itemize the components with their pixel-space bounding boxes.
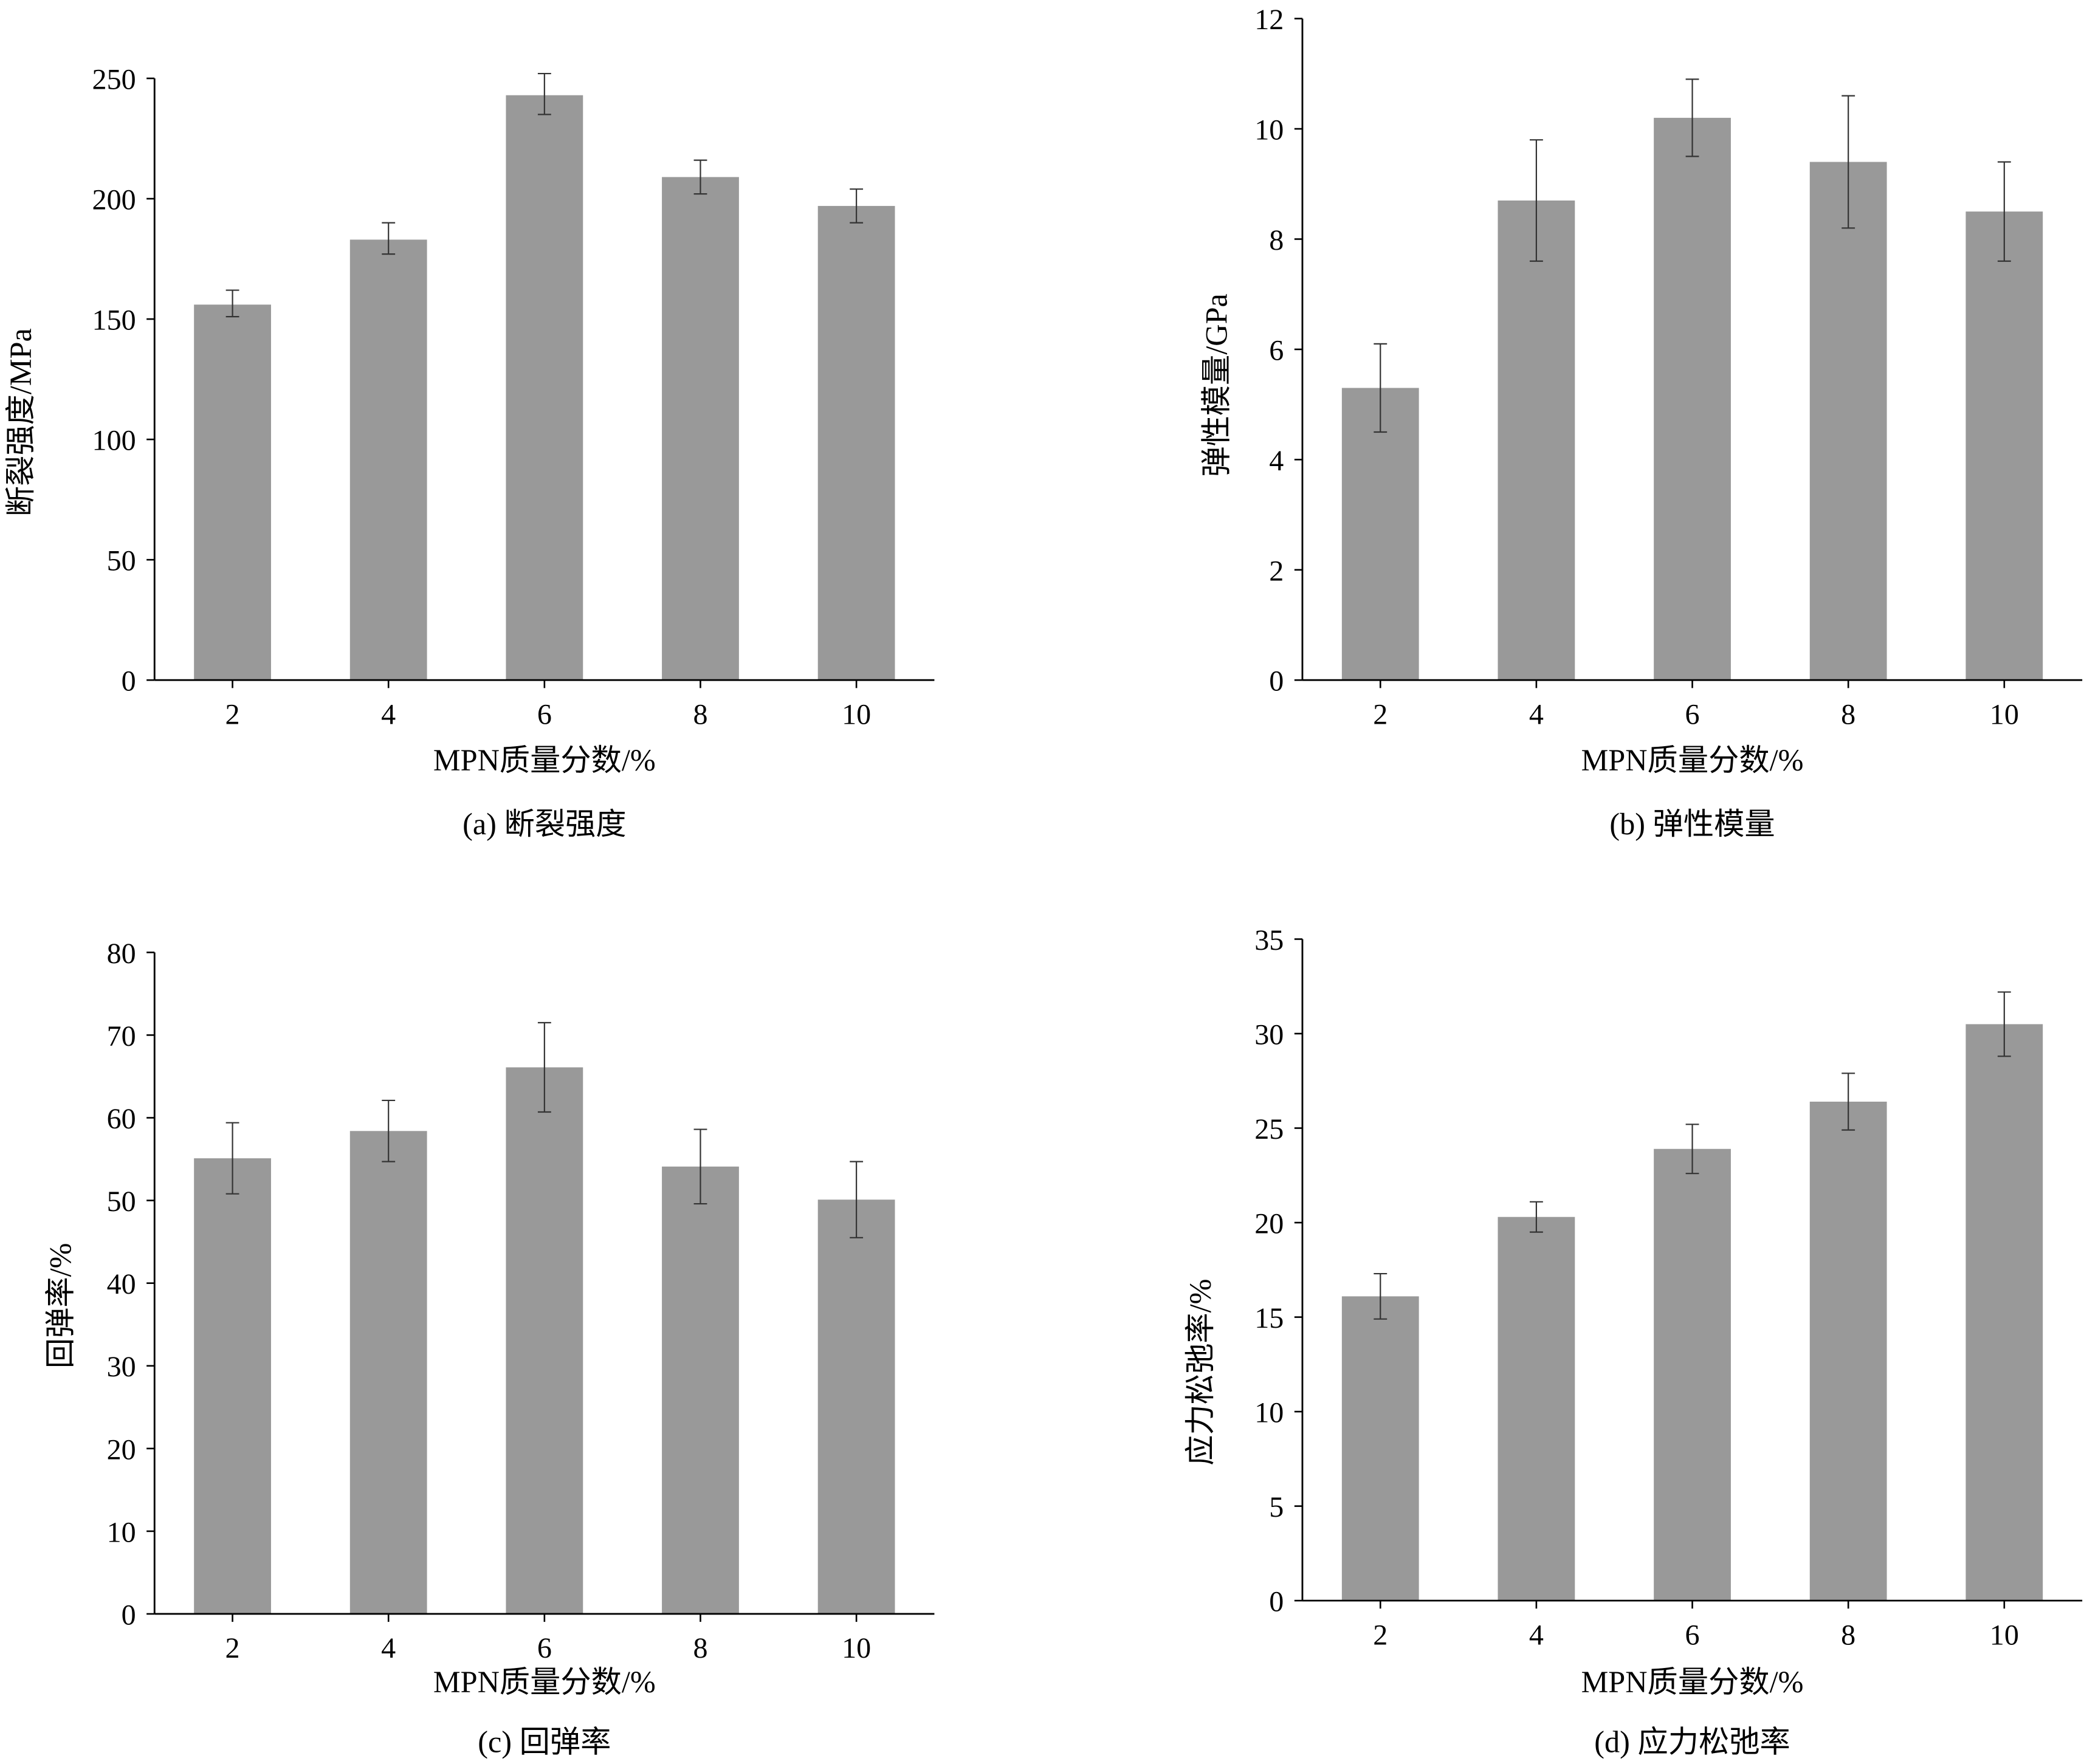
y-tick-label: 30 xyxy=(107,1351,136,1383)
y-tick-label: 250 xyxy=(92,63,136,95)
x-tick-label: 8 xyxy=(693,1632,707,1664)
y-tick-label: 10 xyxy=(107,1516,136,1548)
y-tick-label: 150 xyxy=(92,304,136,337)
y-tick-label: 60 xyxy=(107,1103,136,1135)
bar xyxy=(1809,1101,1887,1601)
y-tick-label: 80 xyxy=(107,938,136,970)
y-axis-label: 弹性模量/GPa xyxy=(1199,293,1233,477)
bar xyxy=(1498,1217,1575,1601)
y-tick-label: 25 xyxy=(1254,1113,1284,1145)
bar xyxy=(1965,211,2043,681)
bar xyxy=(194,304,271,681)
bar xyxy=(1654,1148,1731,1601)
x-axis-label: MPN质量分数/% xyxy=(1581,1665,1804,1699)
y-axis-label: 断裂强度/MPa xyxy=(4,328,38,517)
bar xyxy=(1965,1024,2043,1601)
y-tick-label: 0 xyxy=(1269,665,1284,698)
y-tick-label: 50 xyxy=(107,545,136,577)
bar xyxy=(662,1166,739,1614)
x-tick-label: 10 xyxy=(1990,698,2019,730)
x-tick-label: 4 xyxy=(1529,698,1544,730)
x-tick-label: 2 xyxy=(225,698,240,730)
x-axis-label: MPN质量分数/% xyxy=(433,743,656,777)
panel-caption: (a) 断裂强度 xyxy=(463,807,626,841)
x-tick-label: 4 xyxy=(381,1632,396,1664)
bar xyxy=(349,239,427,681)
bar xyxy=(1654,117,1731,681)
x-tick-label: 2 xyxy=(1373,1619,1388,1651)
x-tick-label: 2 xyxy=(225,1632,240,1664)
y-tick-label: 0 xyxy=(122,665,136,698)
x-tick-label: 10 xyxy=(1990,1619,2019,1651)
y-tick-label: 20 xyxy=(107,1433,136,1466)
y-tick-label: 0 xyxy=(1269,1586,1284,1618)
bar xyxy=(1341,388,1419,681)
y-tick-label: 10 xyxy=(1254,114,1284,146)
x-axis-label: MPN质量分数/% xyxy=(433,1665,656,1699)
y-tick-label: 12 xyxy=(1254,4,1284,36)
panel-caption: (d) 应力松弛率 xyxy=(1594,1725,1790,1759)
x-tick-label: 2 xyxy=(1373,698,1388,730)
y-tick-label: 30 xyxy=(1254,1019,1284,1051)
y-tick-label: 200 xyxy=(92,184,136,216)
x-tick-label: 8 xyxy=(1841,698,1855,730)
panel-caption: (b) 弹性模量 xyxy=(1609,807,1775,841)
bar xyxy=(817,205,895,681)
bar xyxy=(1809,162,1887,681)
x-tick-label: 10 xyxy=(842,1632,871,1664)
y-tick-label: 40 xyxy=(107,1268,136,1300)
y-tick-label: 0 xyxy=(122,1599,136,1631)
bar xyxy=(506,1067,583,1614)
bar xyxy=(817,1199,895,1614)
x-tick-label: 6 xyxy=(537,1632,552,1664)
y-tick-label: 2 xyxy=(1269,555,1284,587)
y-tick-label: 5 xyxy=(1269,1491,1284,1523)
x-tick-label: 6 xyxy=(1685,698,1700,730)
x-tick-label: 8 xyxy=(1841,1619,1855,1651)
y-axis-label: 回弹率/% xyxy=(44,1243,78,1369)
bar xyxy=(1498,200,1575,681)
x-tick-label: 4 xyxy=(381,698,396,730)
x-tick-label: 6 xyxy=(1685,1619,1700,1651)
y-axis-label: 应力松弛率/% xyxy=(1183,1279,1217,1466)
x-tick-label: 6 xyxy=(537,698,552,730)
bar xyxy=(1341,1296,1419,1601)
bar xyxy=(506,95,583,681)
y-tick-label: 15 xyxy=(1254,1302,1284,1334)
y-tick-label: 50 xyxy=(107,1186,136,1218)
x-axis-label: MPN质量分数/% xyxy=(1581,743,1804,777)
y-tick-label: 4 xyxy=(1269,445,1284,477)
y-tick-label: 6 xyxy=(1269,334,1284,366)
bar xyxy=(662,177,739,681)
bar xyxy=(194,1158,271,1614)
y-tick-label: 35 xyxy=(1254,924,1284,956)
panel-caption: (c) 回弹率 xyxy=(478,1725,611,1759)
chart-panel-1: 2 4 6 8 10 0 2 4 6 8 10 12 弹性模量/GPa MPN质量分数/% (b) 弹性模量 xyxy=(1199,4,2083,841)
y-tick-label: 70 xyxy=(107,1020,136,1052)
y-tick-label: 10 xyxy=(1254,1397,1284,1429)
x-tick-label: 10 xyxy=(842,698,871,730)
y-tick-label: 8 xyxy=(1269,224,1284,256)
x-tick-label: 4 xyxy=(1529,1619,1544,1651)
y-tick-label: 100 xyxy=(92,425,136,457)
bar xyxy=(349,1131,427,1614)
chart-panel-3: 2 4 6 8 10 0 5 10 15 20 25 30 35 应力松弛率/% MPN质量分数/% (d) … xyxy=(1183,924,2083,1759)
chart-panel-0: 2 4 6 8 10050100150200250断裂强度/MPaMPN质量分数/%(a… xyxy=(4,63,935,841)
y-tick-label: 20 xyxy=(1254,1208,1284,1240)
x-tick-label: 8 xyxy=(693,698,707,730)
chart-panel-2: 2 4 6 8 10 0 10 20 30 40 50 60 70 80 回弹率/% MPN质量分数/% (c)… xyxy=(44,938,935,1759)
